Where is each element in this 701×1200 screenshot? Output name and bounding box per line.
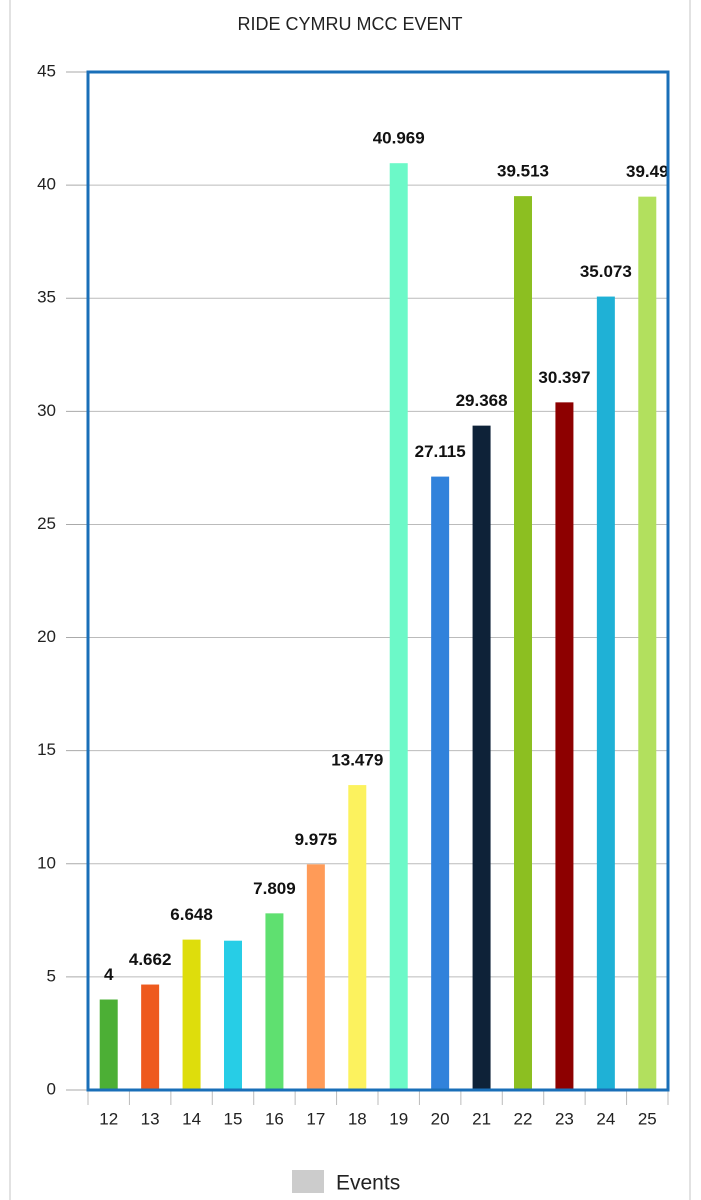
y-tick-label: 20 [37,627,56,646]
y-tick-label: 40 [37,175,56,194]
y-tick-label: 25 [37,514,56,533]
bar [596,296,615,1090]
x-tick-label: 24 [596,1109,615,1128]
x-tick-label: 12 [99,1109,118,1128]
y-tick-label: 10 [37,853,56,872]
bar [306,864,325,1090]
x-tick-label: 23 [555,1109,574,1128]
x-tick-label: 25 [638,1109,657,1128]
data-label: 9.975 [295,830,338,849]
data-label: 30.397 [538,368,590,387]
bar [182,939,201,1090]
x-tick-label: 18 [348,1109,367,1128]
y-tick-label: 5 [47,966,56,985]
y-tick-label: 15 [37,740,56,759]
bar [348,785,367,1090]
bar [431,476,450,1090]
bar [265,913,284,1090]
legend-label: Events [336,1172,400,1195]
y-tick-label: 30 [37,401,56,420]
x-tick-label: 13 [141,1109,160,1128]
bar [514,196,532,1091]
data-label: 39.49 [626,162,669,181]
plot-frame [86,70,670,1092]
bar [555,402,574,1091]
bar [638,196,657,1090]
bar [141,984,160,1090]
bar [472,425,491,1090]
bar [389,163,408,1090]
x-tick-label: 22 [514,1109,533,1128]
chart-title: RIDE CYMRU MCC EVENT [237,14,462,34]
x-tick-label: 15 [224,1109,243,1128]
legend-swatch [292,1170,324,1193]
data-label: 35.073 [580,262,632,281]
x-tick-label: 16 [265,1109,284,1128]
data-label: 4.662 [129,950,172,969]
x-tick-label: 17 [306,1109,325,1128]
x-tick-label: 20 [431,1109,450,1128]
data-label: 13.479 [331,751,383,770]
data-label: 29.368 [456,391,508,410]
bar [224,940,242,1090]
data-label: 40.969 [373,129,425,148]
x-tick-label: 19 [389,1109,408,1128]
data-label: 39.513 [497,162,549,181]
x-tick-label: 21 [472,1109,491,1128]
y-tick-label: 45 [37,61,56,80]
y-tick-label: 35 [37,288,56,307]
data-label: 7.809 [253,879,296,898]
x-tick-label: 14 [182,1109,201,1128]
data-label: 4 [104,965,114,984]
data-label: 27.115 [415,442,466,461]
data-label: 6.648 [170,905,213,924]
bar [99,999,118,1090]
y-tick-label: 0 [47,1079,56,1098]
